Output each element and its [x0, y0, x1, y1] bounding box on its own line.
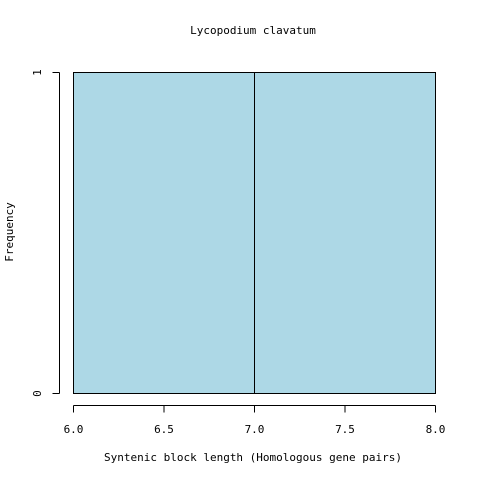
x-tick-label: 6.0 — [64, 423, 84, 436]
histogram-bar — [254, 72, 436, 394]
y-axis: 01 — [31, 69, 60, 397]
y-tick-label: 0 — [31, 390, 44, 397]
x-tick-label: 7.5 — [335, 423, 355, 436]
chart-title: Lycopodium clavatum — [190, 24, 316, 37]
histogram-bar — [73, 72, 255, 394]
x-axis: 6.0 6.5 7.0 7.5 8.0 — [64, 405, 446, 436]
x-tick-label: 7.0 — [245, 423, 265, 436]
x-axis-label: Syntenic block length (Homologous gene p… — [104, 451, 402, 464]
y-tick-label: 1 — [31, 69, 44, 76]
x-tick-label: 8.0 — [426, 423, 446, 436]
x-tick-label: 6.5 — [154, 423, 174, 436]
bars-layer — [73, 72, 436, 394]
y-axis-label: Frequency — [3, 202, 16, 262]
